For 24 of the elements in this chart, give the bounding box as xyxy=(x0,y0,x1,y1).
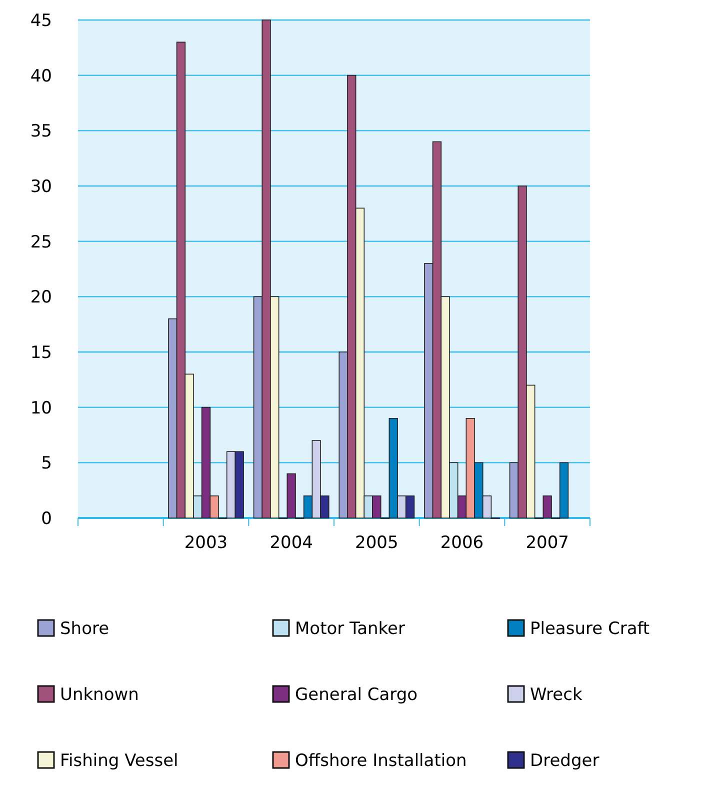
y-tick-label: 45 xyxy=(30,10,52,31)
y-tick-label: 35 xyxy=(30,122,52,142)
y-tick-label: 15 xyxy=(30,342,52,363)
legend-label: Offshore Installation xyxy=(295,750,467,771)
y-tick-label: 5 xyxy=(41,454,52,474)
legend-label: General Cargo xyxy=(295,684,418,705)
legend-label: Dredger xyxy=(530,750,600,771)
legend-label: Pleasure Craft xyxy=(530,618,650,639)
y-tick-label: 30 xyxy=(30,176,52,197)
y-tick-label: 25 xyxy=(30,232,52,252)
legend-label: Motor Tanker xyxy=(295,618,405,639)
x-tick-label: 2003 xyxy=(184,533,228,553)
legend-label: Unknown xyxy=(60,684,139,705)
x-tick-label: 2006 xyxy=(440,533,484,553)
x-tick-label: 2004 xyxy=(270,533,313,553)
x-tick-label: 2007 xyxy=(526,533,569,553)
legend-label: Wreck xyxy=(530,684,582,705)
x-tick-label: 2005 xyxy=(355,533,398,553)
y-tick-label: 20 xyxy=(30,288,52,308)
y-tick-label: 10 xyxy=(30,398,52,418)
legend-label: Fishing Vessel xyxy=(60,750,178,771)
y-tick-label: 0 xyxy=(41,508,52,529)
y-tick-label: 40 xyxy=(30,66,52,86)
legend-label: Shore xyxy=(60,618,110,639)
